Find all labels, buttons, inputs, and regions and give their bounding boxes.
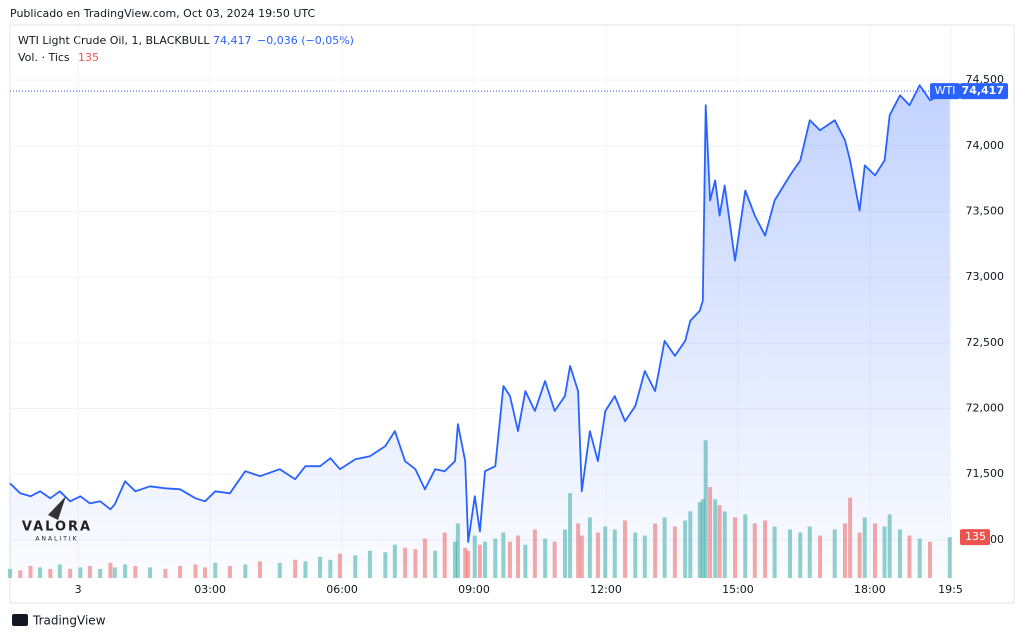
brand-name: TradingView <box>32 614 106 628</box>
volume-axis-label: 135 <box>965 530 986 543</box>
chart-frame <box>9 24 1015 604</box>
brand-logo <box>12 614 28 626</box>
watermark-sub: ANALITIK <box>35 536 78 543</box>
y-tick-label: 72,500 <box>966 336 1005 349</box>
x-tick-label: 19:5 <box>938 583 963 596</box>
last-price-axis-label: 74,417 <box>962 84 1004 97</box>
last-price-axis-bg <box>960 83 1008 100</box>
x-tick-label: 3 <box>75 583 82 596</box>
volume-bar <box>947 537 952 578</box>
symbol-title: WTI Light Crude Oil, 1, BLACKBULL <box>18 34 210 47</box>
y-tick-label: 72,000 <box>966 402 1005 415</box>
x-tick-label: 12:00 <box>590 583 622 596</box>
x-tick-label: 06:00 <box>326 583 358 596</box>
watermark: VALORA ANALITIK <box>22 496 92 543</box>
y-tick-label: 74,500 <box>966 73 1005 86</box>
published-note: Publicado en TradingView.com, Oct 03, 20… <box>10 7 315 20</box>
x-tick-label: 18:00 <box>854 583 886 596</box>
y-tick-label: 73,500 <box>966 205 1005 218</box>
x-tick-label: 15:00 <box>722 583 754 596</box>
volume-axis-bg <box>960 529 990 546</box>
volume-title: Vol. · Tics <box>18 51 70 64</box>
plot-area: 71,00071,50072,00072,50073,00073,50074,0… <box>8 25 1008 596</box>
header-price: 74,417 <box>213 34 252 47</box>
watermark-text: VALORA <box>22 520 92 535</box>
price-line <box>9 84 951 543</box>
price-area <box>10 85 950 578</box>
last-price-tag: WTI <box>935 84 956 97</box>
y-tick-label: 71,500 <box>966 467 1005 480</box>
x-tick-label: 03:00 <box>194 583 226 596</box>
header-change: −0,036 (−0,05%) <box>257 34 354 47</box>
watermark-icon <box>48 496 66 520</box>
y-tick-label: 73,000 <box>966 270 1005 283</box>
last-price-tag-bg <box>930 83 960 100</box>
x-tick-label: 09:00 <box>458 583 490 596</box>
y-tick-label: 74,000 <box>966 139 1005 152</box>
volume-last: 135 <box>78 51 99 64</box>
